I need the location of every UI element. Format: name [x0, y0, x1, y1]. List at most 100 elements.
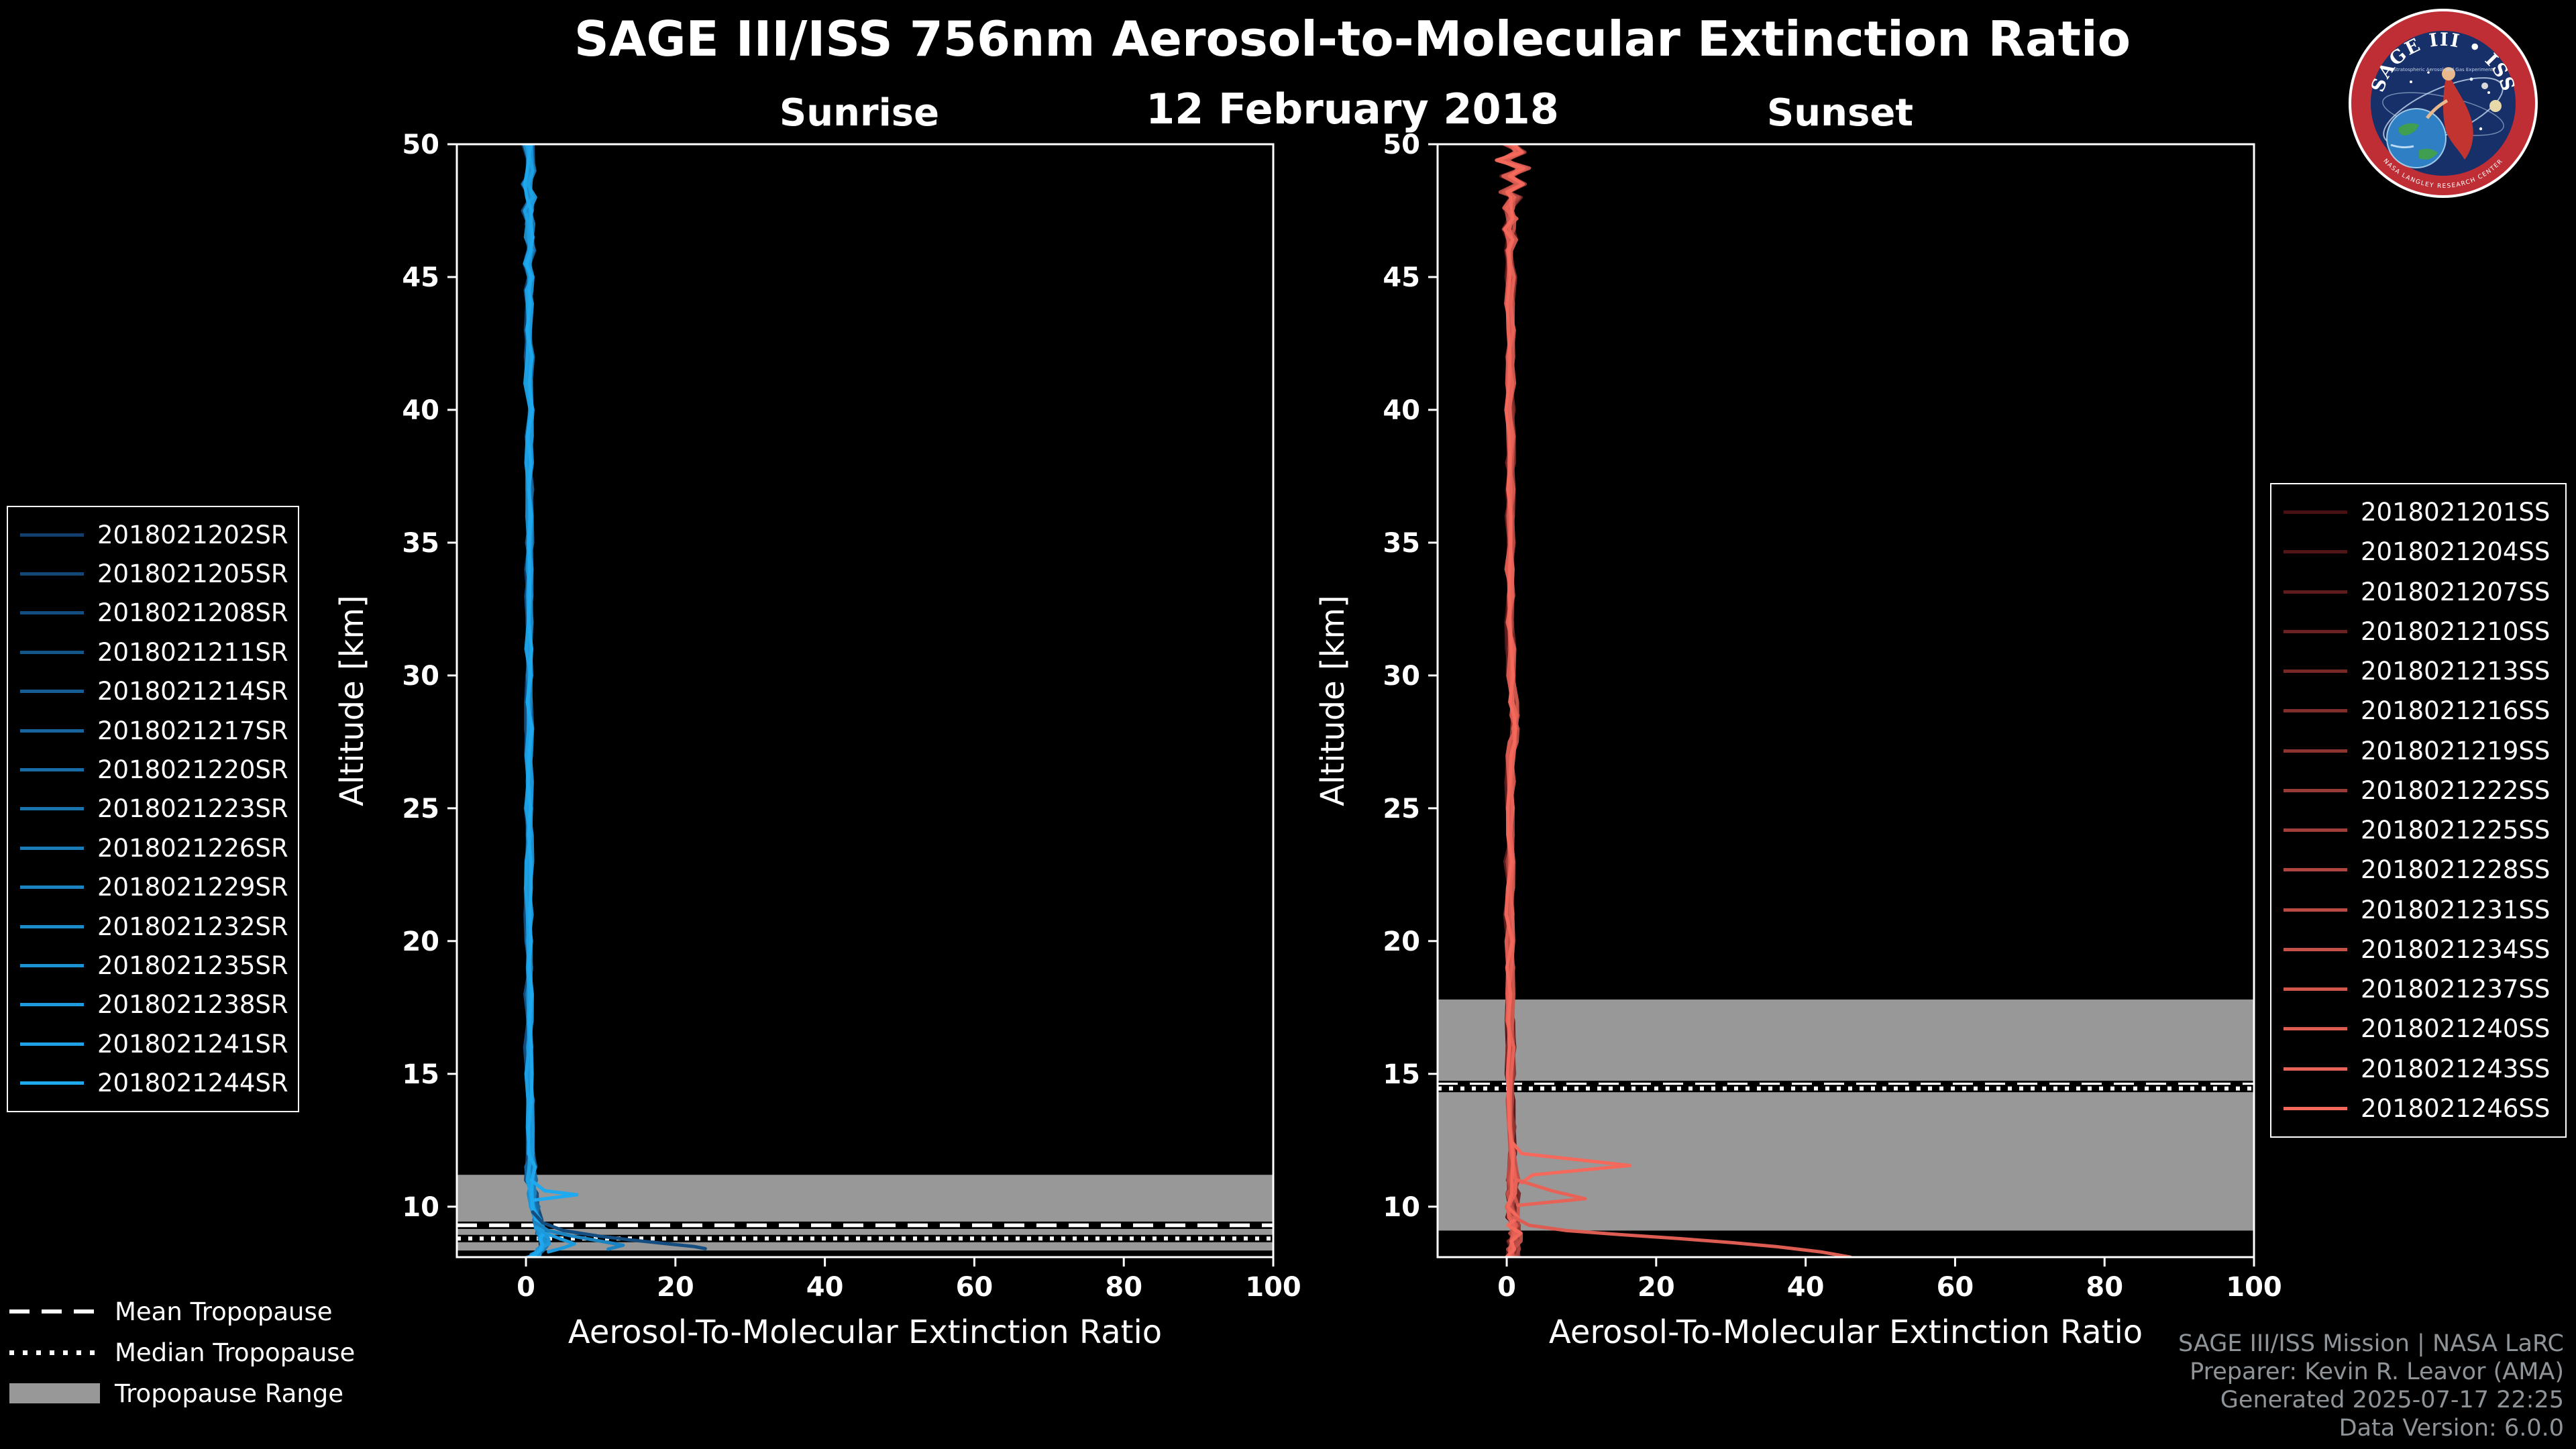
legend-entry-label: 2018021216SS: [2361, 696, 2551, 726]
footer-preparer: Preparer: Kevin R. Leavor (AMA): [2190, 1358, 2564, 1385]
figure-date: 12 February 2018: [1146, 85, 1559, 133]
x-tick-label: 20: [1638, 1272, 1675, 1303]
tropopause-legend: Mean Tropopause Median Tropopause Tropop…: [9, 1297, 355, 1408]
legend-entry: 2018021231SS: [2284, 896, 2553, 924]
legend-entry: 2018021219SS: [2284, 737, 2553, 765]
legend-entry: 2018021237SS: [2284, 975, 2553, 1004]
y-tick-label: 50: [1383, 129, 1420, 160]
legend-line-sample: [20, 611, 84, 615]
legend-line-sample: [20, 572, 84, 576]
legend-entry-label: 2018021240SS: [2361, 1014, 2551, 1044]
x-tick-label: 80: [2086, 1272, 2123, 1303]
legend-entry-label: 2018021244SR: [97, 1069, 288, 1098]
legend-line-sample: [2284, 511, 2347, 515]
sunset-series-group: [1495, 144, 1852, 1257]
logo-subtitle-text: Stratospheric Aerosol and Gas Experiment: [2394, 67, 2493, 72]
sunset-x-axis-label: Aerosol-To-Molecular Extinction Ratio: [1549, 1313, 2143, 1351]
legend-entry: 2018021235SR: [20, 951, 288, 980]
tropopause-range-sample: [9, 1383, 100, 1403]
sunset-legend: 2018021201SS 2018021204SS 2018021207SS 2018…: [2270, 483, 2567, 1138]
legend-line-sample: [20, 729, 84, 733]
legend-entry: 2018021205SR: [20, 559, 288, 589]
legend-line-sample: [2284, 987, 2347, 991]
legend-line-sample: [20, 1042, 84, 1046]
sunrise-profile-feature-line: [533, 1221, 625, 1251]
legend-entry-label: 2018021219SS: [2361, 736, 2551, 765]
footer-generated: Generated 2025-07-17 22:25: [2220, 1387, 2564, 1413]
legend-entry-label: 2018021208SR: [97, 598, 288, 628]
sunrise-panel-title: Sunrise: [779, 91, 940, 135]
legend-entry: 2018021204SS: [2284, 537, 2553, 566]
sunset-profile-feature-line: [1511, 1141, 1632, 1185]
legend-entry: 2018021214SR: [20, 677, 288, 706]
legend-entry-label: 2018021234SS: [2361, 934, 2551, 964]
y-tick-label: 40: [402, 395, 439, 426]
legend-line-sample: [20, 533, 84, 537]
sunset-profile-line: [1495, 144, 1525, 1257]
legend-line-sample: [20, 807, 84, 811]
mean-tropopause-line-sample: [9, 1309, 100, 1313]
y-tick-label: 25: [402, 794, 439, 824]
y-tick-label: 30: [402, 661, 439, 692]
y-tick-label: 15: [1383, 1059, 1420, 1090]
y-tick-label: 45: [402, 262, 439, 293]
x-tick-label: 40: [806, 1272, 844, 1303]
sunset-axes-frame: [1436, 143, 2255, 1258]
y-tick-label: 20: [402, 926, 439, 957]
y-tick-label: 35: [402, 528, 439, 559]
sunrise-series-group: [520, 144, 707, 1257]
y-tick-label: 20: [1383, 926, 1420, 957]
legend-entry-label: 2018021228SS: [2361, 855, 2551, 885]
median-tropopause-line-sample: [9, 1350, 100, 1355]
legend-entry: 2018021232SR: [20, 912, 288, 941]
legend-entry: 2018021234SS: [2284, 935, 2553, 964]
legend-entry-label: 2018021205SR: [97, 559, 288, 589]
legend-entry-label: 2018021213SS: [2361, 657, 2551, 686]
legend-line-sample: [2284, 828, 2347, 833]
legend-entry: 2018021210SS: [2284, 617, 2553, 646]
legend-entry-label: 2018021241SR: [97, 1029, 288, 1059]
legend-line-sample: [20, 963, 84, 967]
sunrise-plot: 0 20 40 60 80 100 10 15 20 25 30 35 40 45 50 Aerosol-To…: [333, 129, 1301, 1351]
y-tick-label: 40: [1383, 395, 1420, 426]
logo-planet-icon: [2481, 83, 2488, 89]
legend-line-sample: [2284, 749, 2347, 753]
legend-entry-label: 2018021237SS: [2361, 975, 2551, 1004]
legend-entry-label: 2018021211SR: [97, 637, 288, 667]
legend-line-sample: [2284, 669, 2347, 674]
legend-line-sample: [2284, 590, 2347, 594]
legend-line-sample: [20, 650, 84, 654]
sunset-plot: 0 20 40 60 80 100 10 15 20 25 30 35 40 45 50 Aerosol-To…: [1314, 129, 2282, 1351]
x-tick-label: 60: [1937, 1272, 1974, 1303]
legend-entry-label: 2018021217SR: [97, 716, 288, 745]
sunrise-profile-feature-line: [531, 1210, 707, 1250]
legend-entry: 2018021238SR: [20, 990, 288, 1019]
y-tick-label: 50: [402, 129, 439, 160]
legend-entry: 2018021207SS: [2284, 578, 2553, 606]
sunrise-axes-frame: [455, 143, 1275, 1258]
legend-entry: 2018021223SR: [20, 794, 288, 823]
sunset-tropopause-range-band: [1438, 999, 2254, 1231]
legend-entry: 2018021226SR: [20, 833, 288, 863]
legend-line-sample: [20, 846, 84, 850]
legend-entry-label: 2018021225SS: [2361, 816, 2551, 845]
x-tick-label: 40: [1787, 1272, 1825, 1303]
footer-data-version: Data Version: 6.0.0: [2339, 1415, 2564, 1442]
logo-figure: [2426, 67, 2473, 160]
legend-entry-label: 2018021201SS: [2361, 498, 2551, 527]
y-tick-label: 35: [1383, 528, 1420, 559]
legend-entry: 2018021208SR: [20, 598, 288, 628]
sage-logo: SAGE III • ISS Stratospheric Aerosol and…: [2347, 7, 2540, 200]
x-tick-label: 80: [1105, 1272, 1142, 1303]
legend-entry-label: 2018021235SR: [97, 951, 288, 980]
x-tick-label: 100: [1245, 1272, 1301, 1303]
legend-entry-label: 2018021226SR: [97, 833, 288, 863]
sunset-profile-feature-line: [1516, 1178, 1587, 1208]
legend-entry: 2018021222SS: [2284, 776, 2553, 805]
sunset-profile-feature-line: [1512, 1216, 1852, 1257]
legend-line-sample: [20, 885, 84, 890]
y-tick-label: 10: [402, 1192, 439, 1223]
sage-logo-emblem: SAGE III • ISS Stratospheric Aerosol and…: [2349, 9, 2538, 198]
legend-entry: 2018021241SR: [20, 1029, 288, 1059]
legend-line-sample: [2284, 947, 2347, 951]
